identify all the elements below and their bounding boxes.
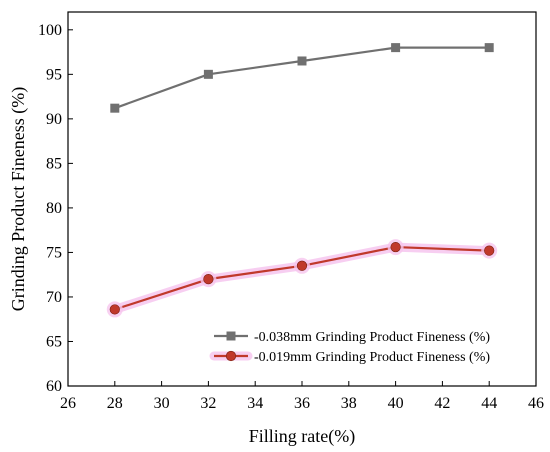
legend-label: -0.019mm Grinding Product Fineness (%)	[254, 350, 490, 365]
y-tick-label: 75	[46, 244, 62, 261]
x-tick-label: 40	[388, 395, 404, 412]
y-axis-ticks: 60 65 70 75 80 85 90 95 100	[38, 22, 73, 395]
x-tick-label: 38	[341, 395, 357, 412]
x-tick-label: 44	[481, 395, 497, 412]
data-point-square	[110, 103, 120, 113]
legend: -0.038mm Grinding Product Fineness (%) -0…	[209, 330, 490, 365]
y-tick-label: 85	[46, 155, 62, 172]
y-tick-label: 90	[46, 111, 62, 128]
data-point-square	[203, 69, 213, 79]
x-axis-title: Filling rate(%)	[249, 426, 355, 447]
y-tick-label: 100	[38, 22, 62, 39]
data-point-square	[297, 56, 307, 66]
data-point-circle	[203, 274, 214, 285]
y-tick-label: 95	[46, 66, 62, 83]
series-layer	[106, 43, 498, 318]
data-point-circle	[390, 241, 401, 253]
data-point-circle	[109, 304, 120, 315]
legend-marker-square	[226, 331, 236, 341]
x-tick-label: 30	[154, 395, 170, 412]
x-tick-label: 28	[107, 395, 123, 412]
data-point-square	[391, 43, 401, 53]
x-tick-label: 36	[294, 395, 310, 412]
y-tick-label: 80	[46, 200, 62, 217]
x-tick-label: 26	[60, 395, 76, 412]
y-tick-label: 70	[46, 289, 62, 306]
x-tick-label: 42	[434, 395, 450, 412]
x-tick-label: 46	[528, 395, 544, 412]
legend-label: -0.038mm Grinding Product Fineness (%)	[254, 330, 490, 345]
y-tick-label: 60	[46, 378, 62, 395]
plot-area	[67, 11, 537, 387]
x-tick-label: 34	[247, 395, 263, 412]
legend-marker-circle	[225, 350, 237, 362]
data-point-circle	[484, 245, 495, 256]
x-tick-label: 32	[200, 395, 216, 412]
x-axis-ticks: 26 28 30 32 34 36 38 40 42 44 46	[60, 381, 544, 412]
data-point-square	[484, 43, 494, 53]
data-point-circle	[296, 260, 308, 271]
y-tick-label: 65	[46, 333, 62, 350]
y-axis-title: Grinding Product Fineness (%)	[8, 87, 29, 311]
